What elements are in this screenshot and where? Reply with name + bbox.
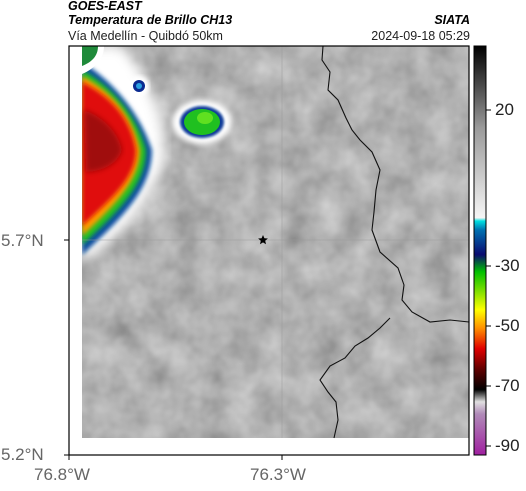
- corner-cell: [82, 46, 98, 66]
- colorbar-ticks: [486, 109, 491, 447]
- lat-tick-5-7: 5.7°N: [1, 231, 44, 250]
- map-frame: [68, 45, 470, 456]
- route-subtitle: Vía Medellín - Quibdó 50km: [68, 29, 223, 43]
- brightness-temperature-image: [82, 46, 469, 438]
- colorbar-label-minus-90: -90: [495, 436, 520, 455]
- lon-tick-76-3: 76.3°W: [250, 465, 306, 484]
- gridlines: [82, 46, 469, 438]
- mid-cell-center: [197, 112, 213, 124]
- border-line-south: [319, 317, 391, 439]
- border-line: [321, 45, 470, 323]
- product-title: Temperatura de Brillo CH13: [68, 13, 233, 27]
- colorbar-label-20: 20: [495, 100, 514, 119]
- colorbar: [473, 45, 487, 456]
- colorbar-label-minus-70: -70: [495, 376, 520, 395]
- star-marker: [258, 235, 268, 245]
- timestamp-label: 2024-09-18 05:29: [371, 29, 470, 43]
- organization-label: SIATA: [434, 13, 470, 27]
- axis-ticks: [64, 239, 283, 460]
- satellite-title: GOES-EAST: [68, 0, 142, 13]
- lon-tick-76-8: 76.8°W: [34, 465, 90, 484]
- lat-tick-5-2: 5.2°N: [1, 445, 44, 464]
- small-cell-center: [136, 83, 142, 89]
- storm-cell-core: [84, 110, 122, 172]
- colorbar-label-minus-50: -50: [495, 316, 520, 335]
- colorbar-label-minus-30: -30: [495, 256, 520, 275]
